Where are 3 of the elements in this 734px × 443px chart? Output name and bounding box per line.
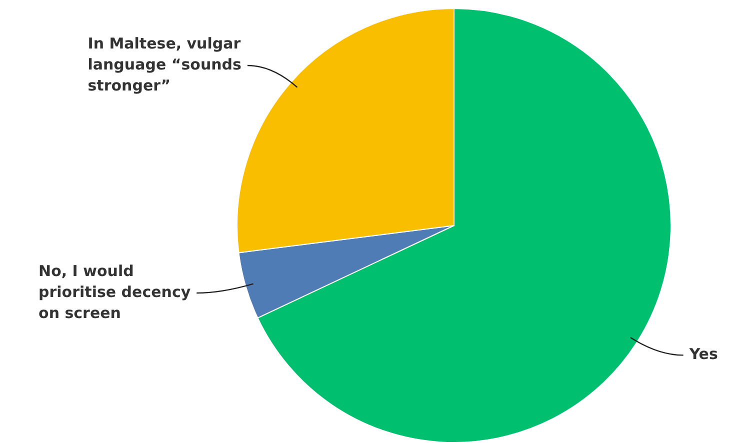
slice-label: In Maltese, vulgar language “sounds stronger” bbox=[88, 34, 242, 94]
slice-label: Yes bbox=[688, 345, 718, 364]
slice-label: No, I would prioritise decency on screen bbox=[38, 262, 191, 322]
